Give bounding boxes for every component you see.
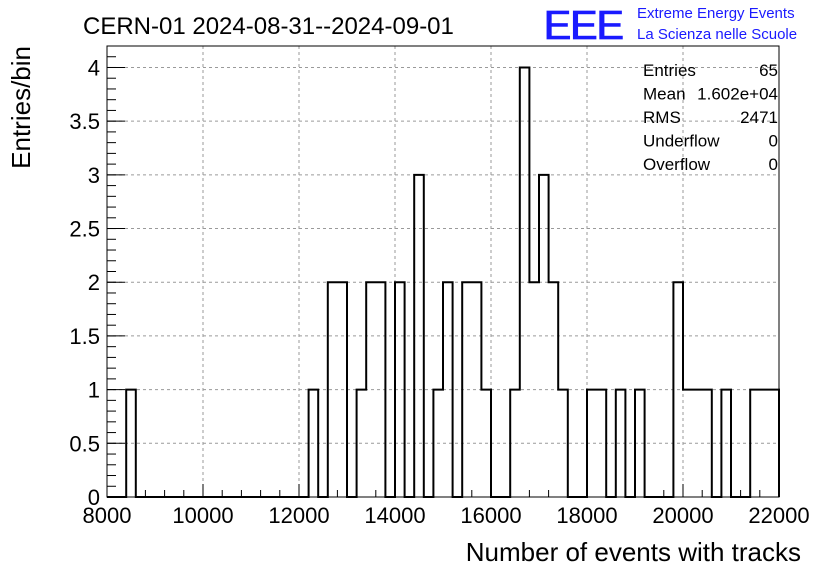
stats-label: Overflow — [643, 155, 711, 174]
stats-box: Entries 65 Mean 1.602e+04 RMS 2471 Underflow 0 O… — [643, 61, 778, 174]
y-tick-label: 2 — [88, 270, 100, 295]
stats-value: 65 — [759, 61, 778, 80]
y-tick-label: 1.5 — [69, 324, 100, 349]
y-axis-label: Entries/bin — [6, 46, 36, 169]
stats-label: Entries — [643, 61, 696, 80]
y-tick-label: 3 — [88, 163, 100, 188]
x-tick-label: 18000 — [556, 503, 617, 528]
stats-label: Mean — [643, 85, 686, 104]
x-tick-label: 14000 — [364, 503, 425, 528]
x-axis-label: Number of events with tracks — [466, 537, 801, 567]
y-axis: 0 0.5 1 1.5 2 2.5 3 3.5 4 — [69, 45, 125, 510]
y-tick-label: 4 — [88, 55, 100, 80]
eee-logo-mark: EEE — [543, 1, 624, 50]
stats-value: 1.602e+04 — [697, 85, 778, 104]
eee-logo: EEE Extreme Energy Events La Scienza nel… — [542, 0, 797, 50]
y-tick-label: 1 — [88, 378, 100, 403]
stats-label: RMS — [643, 108, 681, 127]
y-tick-label: 0 — [88, 485, 100, 510]
y-tick-label: 3.5 — [69, 109, 100, 134]
eee-logo-line2: La Scienza nelle Scuole — [637, 26, 797, 43]
x-tick-label: 12000 — [268, 503, 329, 528]
x-tick-label: 16000 — [460, 503, 521, 528]
x-tick-label: 10000 — [172, 503, 233, 528]
stats-value: 0 — [769, 155, 778, 174]
chart-title: CERN-01 2024-08-31--2024-09-01 — [83, 13, 454, 40]
stats-value: 0 — [769, 132, 778, 151]
x-tick-label: 8000 — [83, 503, 132, 528]
y-tick-label: 2.5 — [69, 217, 100, 242]
y-tick-label: 0.5 — [69, 431, 100, 456]
stats-label: Underflow — [643, 132, 720, 151]
x-tick-label: 20000 — [652, 503, 713, 528]
stats-value: 2471 — [740, 108, 778, 127]
x-axis: 8000 10000 12000 14000 16000 18000 20000 22000 — [83, 484, 810, 528]
x-tick-label: 22000 — [748, 503, 809, 528]
eee-logo-line1: Extreme Energy Events — [637, 5, 795, 22]
